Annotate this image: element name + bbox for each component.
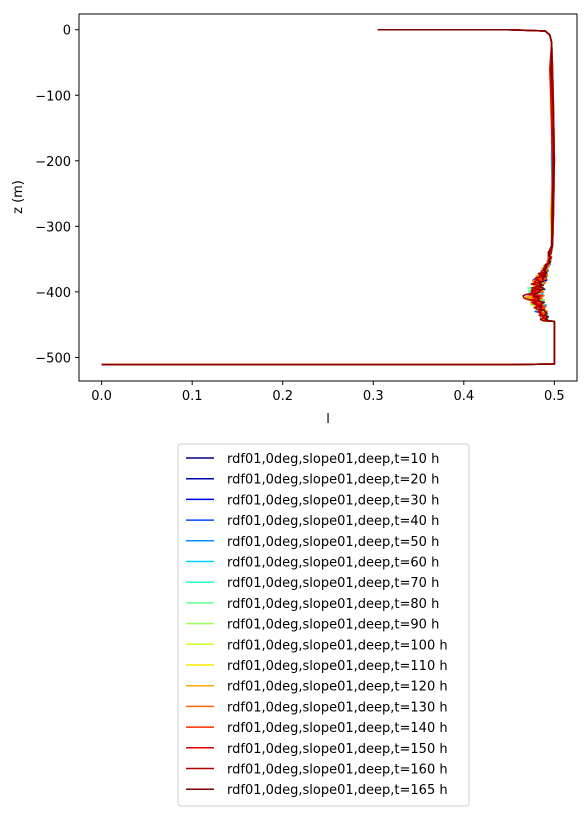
y-tick-label: −300 bbox=[35, 220, 71, 235]
series-line bbox=[101, 28, 556, 366]
series-line bbox=[101, 28, 556, 366]
y-axis-label: z (m) bbox=[11, 180, 26, 214]
series-line bbox=[101, 28, 556, 366]
legend-label: rdf01,0deg,slope01,deep,t=110 h bbox=[227, 659, 448, 674]
legend-items: rdf01,0deg,slope01,deep,t=10 h rdf01,0deg… bbox=[186, 452, 448, 798]
series-line bbox=[101, 28, 556, 366]
legend-label: rdf01,0deg,slope01,deep,t=80 h bbox=[227, 597, 439, 612]
series-line bbox=[101, 28, 556, 366]
series-line bbox=[101, 28, 556, 366]
y-tick-label: −200 bbox=[35, 155, 71, 170]
y-tick-label: −500 bbox=[35, 351, 71, 366]
legend-label: rdf01,0deg,slope01,deep,t=150 h bbox=[227, 742, 448, 757]
series-line bbox=[101, 28, 556, 366]
legend-label: rdf01,0deg,slope01,deep,t=70 h bbox=[227, 576, 439, 591]
x-tick-label: 0.0 bbox=[91, 389, 112, 404]
y-tick-label: −400 bbox=[35, 286, 71, 301]
x-tick-label: 0.4 bbox=[453, 389, 474, 404]
legend-label: rdf01,0deg,slope01,deep,t=60 h bbox=[227, 556, 439, 571]
plot-lines bbox=[101, 28, 556, 366]
axes-frame bbox=[78, 13, 578, 382]
legend-label: rdf01,0deg,slope01,deep,t=10 h bbox=[227, 452, 439, 467]
legend-frame bbox=[177, 443, 470, 807]
legend-label: rdf01,0deg,slope01,deep,t=120 h bbox=[227, 680, 448, 695]
series-line bbox=[101, 28, 556, 366]
x-tick-label: 0.5 bbox=[544, 389, 565, 404]
legend-label: rdf01,0deg,slope01,deep,t=50 h bbox=[227, 535, 439, 550]
series-line bbox=[101, 28, 556, 366]
y-tick-label: −100 bbox=[35, 89, 71, 104]
legend-label: rdf01,0deg,slope01,deep,t=90 h bbox=[227, 618, 439, 633]
legend-label: rdf01,0deg,slope01,deep,t=140 h bbox=[227, 721, 448, 736]
series-line bbox=[101, 28, 556, 366]
legend-label: rdf01,0deg,slope01,deep,t=130 h bbox=[227, 700, 448, 715]
legend-label: rdf01,0deg,slope01,deep,t=40 h bbox=[227, 514, 439, 529]
series-line bbox=[101, 28, 556, 366]
legend-label: rdf01,0deg,slope01,deep,t=20 h bbox=[227, 473, 439, 488]
x-tick-label: 0.1 bbox=[182, 389, 203, 404]
legend-label: rdf01,0deg,slope01,deep,t=165 h bbox=[227, 783, 448, 798]
x-tick-label: 0.3 bbox=[363, 389, 384, 404]
legend-label: rdf01,0deg,slope01,deep,t=100 h bbox=[227, 638, 448, 653]
y-tick-label: 0 bbox=[63, 24, 71, 39]
series-line bbox=[101, 28, 556, 366]
series-line bbox=[101, 28, 556, 366]
legend-label: rdf01,0deg,slope01,deep,t=160 h bbox=[227, 763, 448, 778]
series-line bbox=[101, 28, 556, 366]
x-axis-label: l bbox=[326, 412, 330, 427]
series-line bbox=[101, 28, 556, 366]
ticks: 0.0 0.1 0.2 0.3 0.4 0.5 0 −100 −200 −300 −400 −500 bbox=[35, 24, 564, 404]
legend: rdf01,0deg,slope01,deep,t=10 h rdf01,0deg… bbox=[177, 443, 470, 807]
series-line bbox=[101, 28, 556, 366]
series-line bbox=[101, 28, 556, 366]
x-tick-label: 0.2 bbox=[272, 389, 293, 404]
legend-label: rdf01,0deg,slope01,deep,t=30 h bbox=[227, 493, 439, 508]
